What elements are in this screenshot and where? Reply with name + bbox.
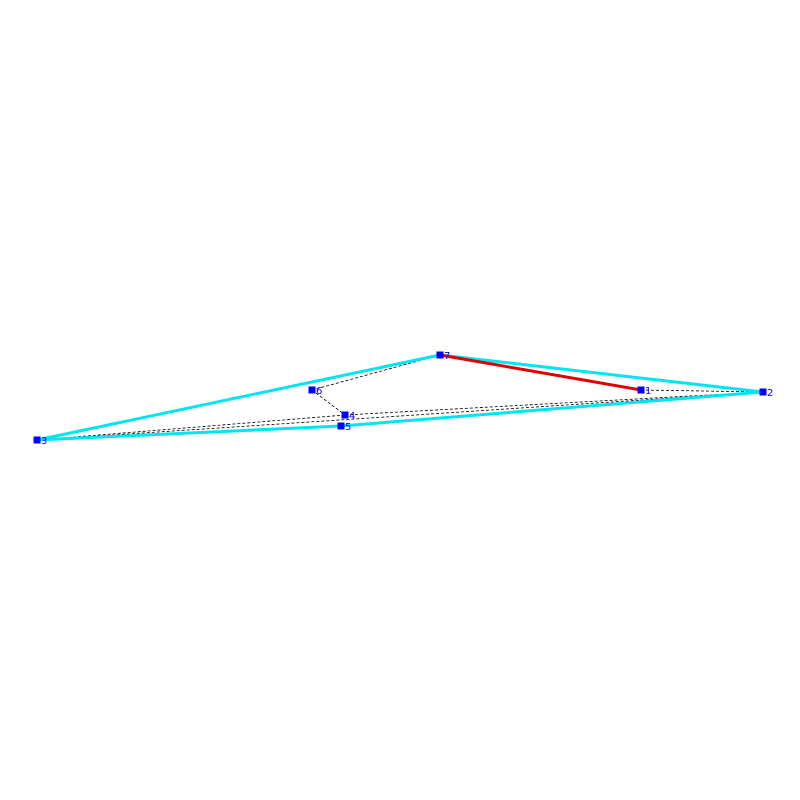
vertex-label-4: 4 [349, 411, 355, 422]
vertex-marker-3 [33, 436, 41, 444]
vertex-label-2: 2 [767, 388, 773, 399]
vertex-label-7: 7 [444, 351, 450, 362]
vertex-marker-6 [308, 386, 316, 394]
hull-edges [36, 353, 764, 442]
highlight-edges [439, 353, 642, 392]
vertex-label-3: 3 [41, 436, 47, 447]
vertex-marker-7 [436, 351, 444, 359]
highlight-edge-7-1 [439, 353, 642, 392]
dashed-edge-3-2 [36, 391, 764, 441]
dashed-edge-1-2 [640, 389, 764, 393]
hull-edge-7-3 [36, 353, 441, 442]
vertex-marker-1 [637, 386, 645, 394]
dashed-edge-6-4 [311, 389, 346, 416]
hull-edge-5-2 [340, 390, 764, 428]
vertices: 1 2 3 45 6 7 [33, 351, 773, 447]
hull-edge-3-5 [36, 424, 342, 442]
hull-edge-7-2 [439, 353, 764, 394]
vertex-label-1: 1 [645, 386, 651, 397]
dashed-edge-4-2 [344, 391, 764, 416]
dashed-edge-4-3 [36, 414, 346, 441]
vertex-marker-2 [759, 388, 767, 396]
vertex-label-5: 5 [345, 422, 351, 433]
vertex-marker-4 [341, 411, 349, 419]
dashed-edges [36, 354, 764, 441]
vertex-marker-5 [337, 422, 345, 430]
vertex-label-6: 6 [316, 386, 322, 397]
